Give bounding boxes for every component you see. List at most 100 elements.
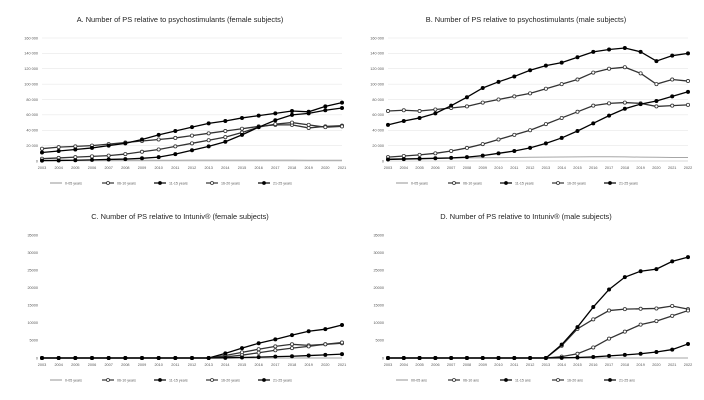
data-point	[90, 154, 95, 159]
x-tick-label: 2019	[636, 363, 644, 367]
y-tick-label: 35000	[373, 233, 384, 237]
x-tick-label: 2003	[38, 363, 46, 367]
data-point	[90, 145, 95, 150]
data-point	[339, 352, 344, 357]
data-point	[559, 115, 564, 120]
data-point	[559, 60, 564, 65]
data-point	[223, 129, 228, 134]
x-tick-label: 2021	[668, 363, 676, 367]
x-tick-label: 2012	[188, 166, 196, 170]
y-tick-label: 0	[36, 356, 38, 360]
data-point	[289, 342, 294, 347]
legend-label: 16-20 years	[221, 181, 240, 185]
data-point	[575, 325, 580, 330]
x-tick-label: 2014	[221, 166, 229, 170]
data-point	[433, 111, 438, 116]
data-point	[90, 157, 95, 162]
legend-label: 16-20 ans	[567, 378, 583, 382]
data-point	[591, 317, 596, 322]
data-point	[289, 354, 294, 359]
y-tick-label: 30000	[373, 251, 384, 255]
data-point	[622, 106, 627, 111]
legend-marker	[262, 181, 266, 185]
data-point	[39, 146, 44, 151]
data-point	[73, 355, 78, 360]
series-line	[387, 91, 689, 161]
data-point	[323, 125, 328, 130]
x-tick-label: 2010	[494, 166, 502, 170]
x-tick-label: 2005	[71, 363, 79, 367]
legend-label: 00-05 ans	[411, 378, 427, 382]
x-tick-label: 2014	[221, 363, 229, 367]
legend-marker	[210, 378, 214, 382]
data-point	[323, 104, 328, 109]
data-point	[323, 108, 328, 113]
x-tick-label: 2016	[589, 363, 597, 367]
data-point	[189, 148, 194, 153]
y-tick-label: 10000	[373, 321, 384, 325]
series-line	[388, 256, 689, 359]
y-tick-label: 10000	[27, 321, 38, 325]
data-point	[607, 66, 612, 71]
y-tick-label: 0	[382, 356, 384, 360]
legend-label: 06-10 years	[463, 181, 482, 185]
x-tick-label: 2022	[684, 166, 692, 170]
data-point	[622, 352, 627, 357]
data-point	[306, 122, 311, 127]
data-point	[256, 341, 261, 346]
data-point	[156, 137, 161, 142]
data-point	[575, 355, 580, 360]
legend-label: 11-15 years	[169, 378, 188, 382]
data-point	[670, 94, 675, 99]
chart-c-svg: C. Number of PS relative to Intuniv® (fe…	[27, 212, 346, 382]
series-line	[387, 101, 689, 158]
y-tick-label: 5000	[30, 339, 38, 343]
data-point	[496, 137, 501, 142]
data-point	[39, 158, 44, 163]
data-point	[528, 355, 533, 360]
data-point	[543, 63, 548, 68]
data-point	[156, 155, 161, 160]
legend-label: 16-20 years	[567, 181, 586, 185]
data-point	[273, 118, 278, 123]
x-tick-label: 2010	[154, 363, 162, 367]
data-point	[56, 149, 61, 154]
data-point	[607, 336, 612, 341]
data-point	[670, 77, 675, 82]
data-point	[273, 348, 278, 353]
x-tick-label: 2011	[510, 363, 518, 367]
data-point	[528, 91, 533, 96]
x-tick-label: 2015	[573, 166, 581, 170]
x-tick-label: 2018	[288, 363, 296, 367]
data-point	[449, 155, 454, 160]
data-point	[654, 319, 659, 324]
legend-label: 21-25 ans	[619, 378, 635, 382]
data-point	[123, 355, 128, 360]
y-tick-label: 20 000	[26, 144, 38, 148]
data-point	[654, 59, 659, 64]
legend-marker	[158, 378, 162, 382]
x-tick-label: 2004	[54, 166, 62, 170]
legend-label: 21-25 years	[273, 378, 292, 382]
x-tick-label: 2005	[415, 166, 423, 170]
x-tick-label: 2016	[254, 363, 262, 367]
data-point	[685, 255, 690, 260]
data-point	[543, 86, 548, 91]
y-tick-label: 20000	[373, 286, 384, 290]
data-point	[56, 355, 61, 360]
data-point	[256, 350, 261, 355]
y-tick-label: 100 000	[24, 82, 38, 86]
data-point	[670, 347, 675, 352]
data-point	[575, 129, 580, 134]
x-tick-label: 2015	[573, 363, 581, 367]
data-point	[575, 55, 580, 60]
x-tick-label: 2019	[636, 166, 644, 170]
data-point	[607, 287, 612, 292]
data-point	[559, 342, 564, 347]
data-point	[464, 155, 469, 160]
data-point	[654, 82, 659, 87]
data-point	[123, 157, 128, 162]
data-point	[273, 337, 278, 342]
data-point	[607, 101, 612, 106]
data-point	[173, 129, 178, 134]
